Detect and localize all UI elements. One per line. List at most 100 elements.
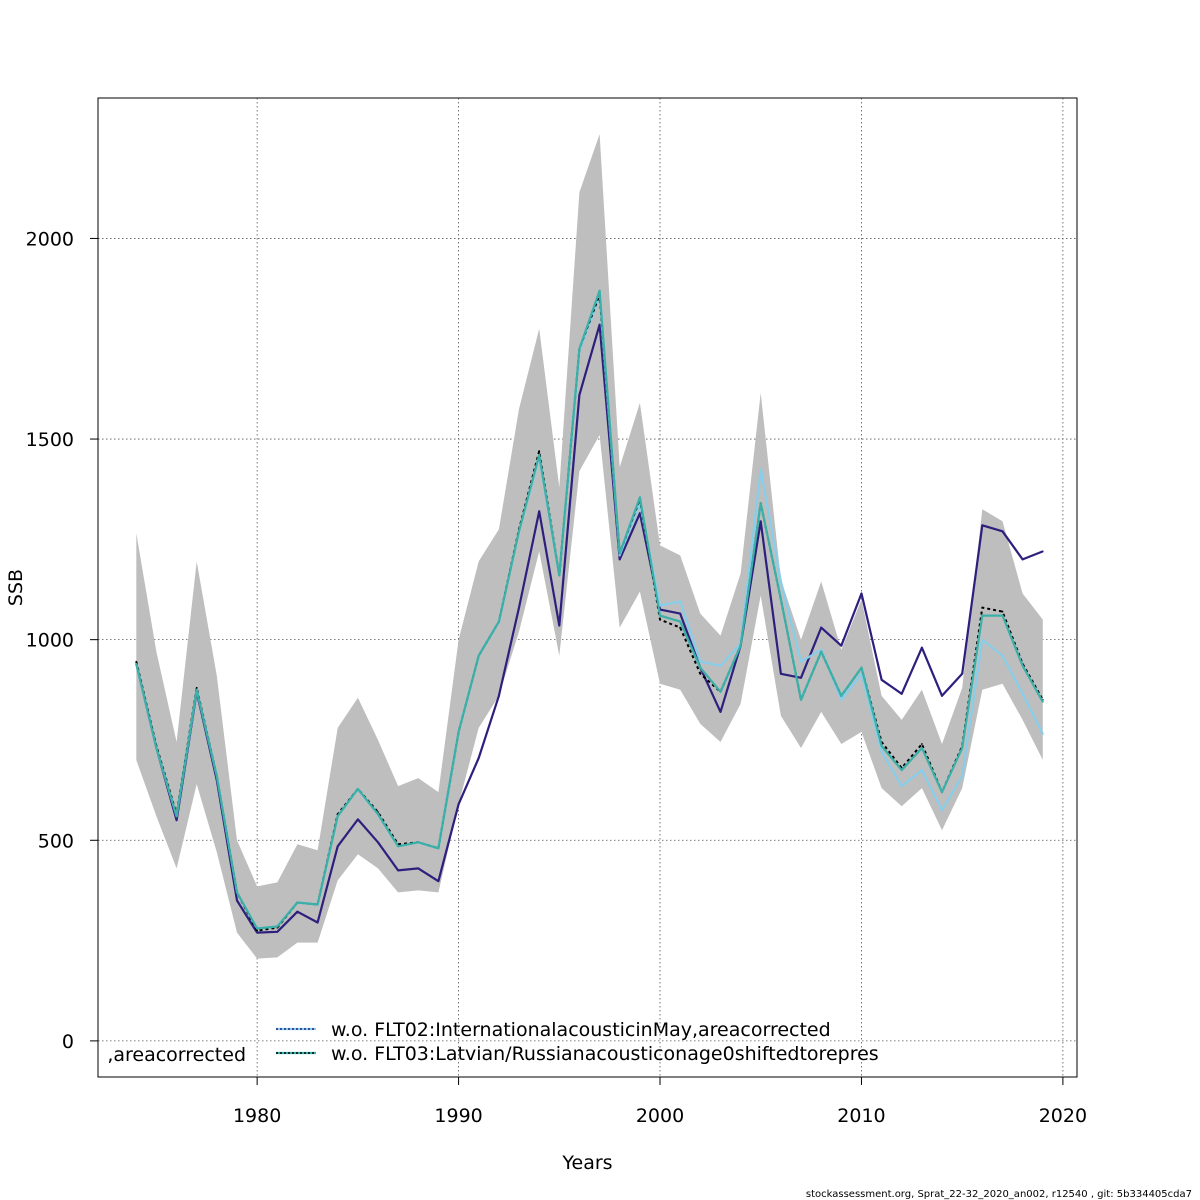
y-tick-label-2000: 2000 bbox=[26, 228, 74, 250]
series-0-point-1990 bbox=[457, 803, 460, 806]
series-1-point-2005 bbox=[759, 468, 762, 471]
series-3-point-2007 bbox=[800, 698, 802, 701]
series-1-point-2018 bbox=[1021, 692, 1024, 695]
series-0-point-1988 bbox=[417, 867, 420, 870]
series-3-point-1980 bbox=[256, 927, 259, 930]
series-3-point-2006 bbox=[779, 598, 782, 601]
series-3-point-2012 bbox=[900, 769, 903, 771]
series-0-point-1991 bbox=[477, 757, 480, 759]
series-0-point-1987 bbox=[397, 869, 400, 872]
series-1-point-2015 bbox=[961, 775, 964, 777]
series-3-point-1976 bbox=[175, 815, 178, 818]
series-1-point-2000 bbox=[659, 604, 661, 607]
x-axis: 1980 1990 2000 2010 2020 bbox=[233, 1077, 1087, 1127]
series-3-point-1995 bbox=[558, 574, 561, 577]
series-3-point-2010 bbox=[860, 666, 863, 669]
series-3-point-2013 bbox=[920, 747, 923, 749]
series-2-point-2001 bbox=[679, 626, 682, 629]
series-2-point-2016 bbox=[981, 606, 984, 609]
y-tick-label-1500: 1500 bbox=[26, 429, 74, 451]
confidence-band-group bbox=[136, 134, 1043, 959]
series-0-point-1994 bbox=[538, 510, 541, 513]
series-1-point-2009 bbox=[840, 698, 843, 701]
series-3-point-2000 bbox=[659, 614, 661, 617]
x-tick-label-2020: 2020 bbox=[1039, 1105, 1087, 1127]
series-3-point-2009 bbox=[840, 694, 843, 697]
series-0-point-2016 bbox=[981, 524, 984, 527]
series-2-point-1974 bbox=[135, 660, 138, 663]
series-3-point-1990 bbox=[457, 731, 460, 733]
series-0-point-1999 bbox=[638, 512, 641, 515]
series-0-point-2006 bbox=[779, 672, 782, 675]
series-1-point-2006 bbox=[779, 580, 782, 583]
series-2-point-1994 bbox=[538, 450, 541, 452]
y-axis: 0 500 1000 1500 2000 bbox=[26, 228, 98, 1053]
series-3-point-1985 bbox=[356, 788, 359, 790]
series-3-point-2002 bbox=[699, 666, 702, 669]
x-tick-label-2010: 2010 bbox=[837, 1105, 885, 1127]
series-3-point-1981 bbox=[276, 925, 279, 928]
series-3-point-2019 bbox=[1041, 700, 1044, 703]
series-1-point-2017 bbox=[1001, 654, 1004, 657]
series-3-point-2011 bbox=[880, 745, 883, 747]
series-3-point-2015 bbox=[961, 747, 964, 749]
legend-label-0: w.o. FLT02:InternationalacousticinMay,ar… bbox=[331, 1019, 831, 1041]
series-3-point-2005 bbox=[759, 502, 762, 505]
x-tick-label-1990: 1990 bbox=[434, 1105, 482, 1127]
series-3-point-1978 bbox=[215, 775, 218, 777]
series-3-point-2003 bbox=[719, 690, 722, 693]
series-3-point-1996 bbox=[578, 347, 581, 350]
legend-cut-entry: ,areacorrected bbox=[107, 1044, 246, 1066]
series-3-point-1986 bbox=[377, 813, 379, 816]
series-line-0 bbox=[135, 323, 1044, 934]
series-0-point-2009 bbox=[840, 644, 843, 647]
series-3-point-1991 bbox=[477, 654, 480, 657]
series-0-point-2008 bbox=[820, 626, 823, 629]
series-1-point-2002 bbox=[699, 660, 702, 663]
series-0-point-2001 bbox=[679, 612, 682, 615]
x-axis-title: Years bbox=[561, 1152, 612, 1174]
legend-label-1: w.o. FLT03:Latvian/Russianacousticonage0… bbox=[331, 1043, 879, 1065]
series-3-point-1974 bbox=[135, 662, 138, 665]
series-0-point-1997 bbox=[598, 323, 601, 326]
series-3-point-1992 bbox=[497, 620, 500, 623]
series-0-point-1995 bbox=[558, 624, 561, 627]
series-3-point-1994 bbox=[538, 454, 541, 456]
series-0-point-1986 bbox=[377, 841, 379, 844]
series-0-point-1996 bbox=[578, 394, 581, 396]
series-0-point-2007 bbox=[800, 676, 802, 679]
series-3-point-2001 bbox=[679, 620, 682, 623]
y-tick-label-500: 500 bbox=[38, 830, 74, 852]
series-0-point-2013 bbox=[920, 646, 923, 649]
series-2-point-2013 bbox=[920, 743, 923, 745]
series-3-point-1997 bbox=[598, 289, 601, 292]
confidence-band bbox=[136, 134, 1043, 959]
y-axis-title: SSB bbox=[5, 569, 27, 606]
series-0-point-2018 bbox=[1021, 558, 1024, 561]
series-3-point-1988 bbox=[417, 841, 420, 844]
series-1-point-2008 bbox=[820, 648, 823, 651]
series-3-point-2014 bbox=[941, 791, 943, 794]
series-1-point-2003 bbox=[719, 664, 722, 667]
y-tick-label-1000: 1000 bbox=[26, 630, 74, 652]
series-3-point-1977 bbox=[195, 688, 198, 691]
series-0-point-2011 bbox=[880, 678, 883, 681]
series-2-point-2017 bbox=[1001, 610, 1004, 613]
series-0-point-2010 bbox=[860, 592, 863, 595]
series-1-point-2012 bbox=[900, 785, 903, 788]
series-3-point-1984 bbox=[336, 815, 339, 818]
series-0-point-1998 bbox=[618, 558, 621, 561]
series-0-point-1982 bbox=[296, 910, 299, 913]
legend: ,areacorrected w.o. FLT02:Internationalac… bbox=[107, 1019, 878, 1066]
series-3-point-1989 bbox=[437, 847, 440, 850]
series-1-point-2016 bbox=[981, 638, 984, 641]
series-3-point-2008 bbox=[820, 650, 823, 653]
series-0-point-2003 bbox=[719, 710, 722, 713]
series-3-point-2017 bbox=[1001, 614, 1004, 617]
series-3 bbox=[135, 289, 1044, 930]
x-tick-label-1980: 1980 bbox=[233, 1105, 281, 1127]
footer-caption: stockassessment.org, Sprat_22-32_2020_an… bbox=[806, 1189, 1192, 1200]
series-2-point-2000 bbox=[659, 618, 661, 621]
series-0-point-1980 bbox=[256, 931, 259, 934]
